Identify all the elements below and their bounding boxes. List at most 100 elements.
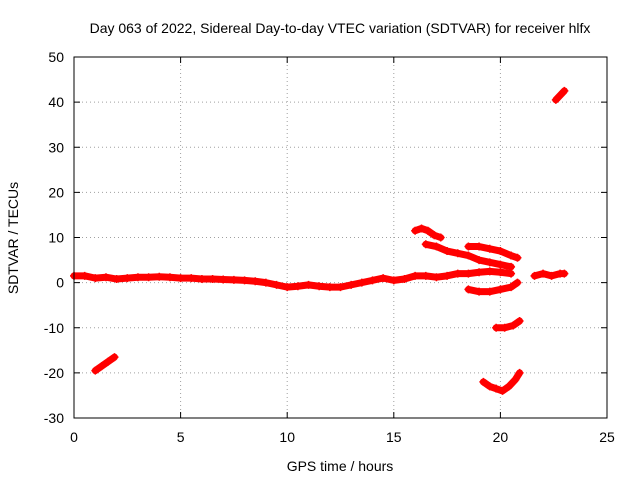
data-point — [389, 276, 398, 285]
data-point — [104, 357, 113, 366]
series-mid-arc — [464, 278, 522, 296]
data-point — [411, 271, 420, 280]
data-point — [475, 287, 484, 296]
x-axis-title: GPS time / hours — [287, 458, 394, 474]
data-point — [293, 282, 302, 291]
data-point — [551, 95, 560, 104]
data-point — [530, 271, 539, 280]
series-upper-arc-1 — [411, 224, 445, 242]
data-point — [496, 260, 505, 269]
x-tick-label: 5 — [177, 429, 185, 445]
data-point — [144, 273, 153, 282]
data-point — [421, 271, 430, 280]
data-point — [165, 273, 174, 282]
series-upper-arc-2 — [421, 240, 516, 271]
data-point — [336, 283, 345, 292]
series-late-segment — [530, 269, 569, 280]
data-point — [504, 382, 513, 391]
data-point — [500, 323, 509, 332]
data-point — [475, 242, 484, 251]
data-point — [513, 253, 522, 262]
data-point — [272, 280, 281, 289]
data-point — [315, 282, 324, 291]
series-band — [492, 317, 524, 332]
data-point — [464, 251, 473, 260]
data-point — [496, 268, 505, 277]
data-point — [513, 278, 522, 287]
y-tick-label: -20 — [44, 365, 64, 381]
data-point — [485, 258, 494, 267]
data-point — [436, 233, 445, 242]
data-point — [240, 276, 249, 285]
series-late-high-arc — [551, 86, 569, 104]
data-point — [515, 368, 524, 377]
data-point — [547, 271, 556, 280]
data-point — [421, 240, 430, 249]
data-point — [187, 274, 196, 283]
y-tick-label: -30 — [44, 410, 64, 426]
x-tick-label: 10 — [279, 429, 295, 445]
data-point — [101, 273, 110, 282]
data-point — [475, 256, 484, 265]
data-point — [133, 273, 142, 282]
data-point — [91, 274, 100, 283]
data-point — [492, 384, 501, 393]
data-point — [443, 271, 452, 280]
data-point — [485, 382, 494, 391]
data-point — [498, 386, 507, 395]
data-point — [507, 251, 516, 260]
data-point — [507, 269, 516, 278]
series-low-arc-2 — [479, 368, 524, 395]
y-tick-label: 0 — [56, 275, 64, 291]
data-point — [208, 275, 217, 284]
data-point — [379, 274, 388, 283]
y-axis-title: SDTVAR / TECUs — [5, 182, 21, 294]
data-point — [507, 283, 516, 292]
data-point — [560, 269, 569, 278]
y-tick-label: 10 — [48, 230, 64, 246]
data-point — [430, 231, 439, 240]
x-tick-label: 20 — [493, 429, 509, 445]
data-point — [229, 275, 238, 284]
data-point — [496, 247, 505, 256]
x-tick-label: 0 — [70, 429, 78, 445]
data-point — [197, 275, 206, 284]
data-point — [485, 287, 494, 296]
series-low-arc-1 — [91, 353, 119, 375]
data-point — [485, 267, 494, 276]
series-band — [91, 353, 119, 375]
data-point — [112, 275, 121, 284]
data-point — [368, 276, 377, 285]
data-point — [357, 278, 366, 287]
data-point — [80, 271, 89, 280]
data-point — [496, 285, 505, 294]
data-point — [539, 269, 548, 278]
data-point — [479, 377, 488, 386]
data-point — [411, 226, 420, 235]
data-point — [464, 242, 473, 251]
y-tick-label: 20 — [48, 184, 64, 200]
series-upper-arc-3 — [464, 242, 522, 262]
data-point — [97, 362, 106, 371]
data-point — [511, 375, 520, 384]
data-point — [492, 323, 501, 332]
y-tick-label: 30 — [48, 139, 64, 155]
y-tick-label: -10 — [44, 320, 64, 336]
data-point — [91, 366, 100, 375]
series-main-band — [70, 267, 516, 292]
data-point — [453, 249, 462, 258]
data-point — [432, 242, 441, 251]
data-point — [453, 269, 462, 278]
data-point — [283, 283, 292, 292]
data-point — [432, 273, 441, 282]
data-point — [464, 269, 473, 278]
data-point — [219, 275, 228, 284]
data-point — [347, 280, 356, 289]
y-tick-label: 40 — [48, 94, 64, 110]
data-point — [417, 224, 426, 233]
data-point — [325, 283, 334, 292]
data-point — [304, 280, 313, 289]
data-point — [556, 91, 565, 100]
data-point — [423, 226, 432, 235]
